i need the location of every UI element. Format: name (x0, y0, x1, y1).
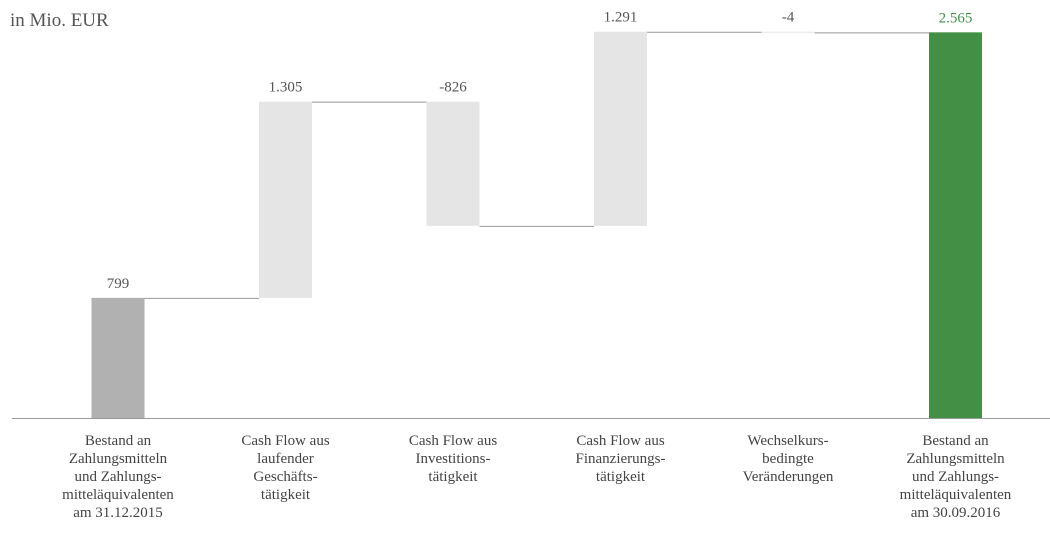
bar (259, 101, 312, 298)
bar (761, 31, 815, 33)
value-label: 1.291 (604, 10, 638, 26)
value-label: 2.565 (939, 10, 973, 26)
value-label: -4 (782, 10, 795, 26)
bar (594, 31, 647, 226)
bar (426, 101, 480, 226)
value-label: 799 (107, 276, 130, 292)
value-label: 1.305 (269, 80, 303, 96)
x-tick-label: Wechselkurs- bedingte Veränderungen (742, 433, 834, 485)
chart-title: in Mio. EUR (10, 10, 109, 31)
bar (91, 297, 145, 418)
x-tick-label: Cash Flow aus laufender Geschäfts- tätig… (241, 433, 330, 503)
value-label: -826 (439, 80, 467, 96)
x-tick-label: Cash Flow aus Investitions- tätigkeit (408, 433, 498, 485)
x-tick-label: Cash Flow aus Finanzierungs- tätigkeit (575, 433, 666, 485)
x-tick-label: Bestand an Zahlungsmitteln und Zahlungs-… (62, 433, 174, 521)
bar (929, 32, 982, 419)
x-tick-label: Bestand an Zahlungsmitteln und Zahlungs-… (899, 433, 1012, 521)
